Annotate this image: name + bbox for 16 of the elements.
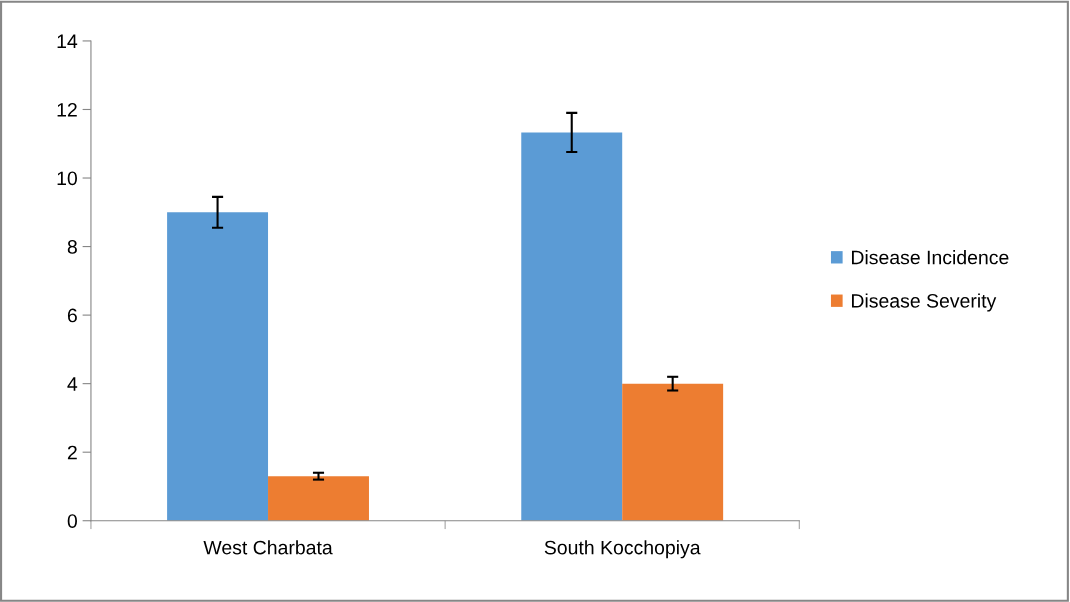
- y-tick-label: 4: [67, 377, 78, 391]
- y-tick-label: 14: [57, 34, 78, 48]
- bar: [268, 476, 369, 521]
- y-tick-label: 2: [67, 445, 77, 460]
- y-tick-label: 8: [67, 240, 77, 254]
- legend-label: Disease Severity: [852, 293, 997, 312]
- bar: [622, 383, 724, 521]
- y-tick-label: 0: [67, 514, 77, 528]
- x-tick-label: West Charbata: [203, 540, 333, 555]
- bar: [167, 212, 269, 521]
- y-tick-label: 10: [57, 171, 77, 186]
- x-tick-label: South Kocchopiya: [544, 540, 701, 559]
- y-tick-label: 12: [57, 102, 77, 117]
- y-tick-label: 6: [67, 308, 77, 323]
- legend-label: Disease Incidence: [852, 250, 1009, 265]
- bar: [521, 132, 623, 521]
